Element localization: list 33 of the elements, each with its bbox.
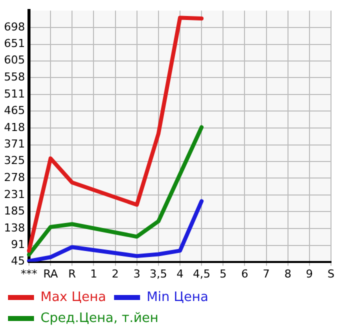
y-tick-label: 371 [4, 138, 25, 151]
y-tick-label: 231 [4, 188, 25, 201]
x-tick-label: 1 [90, 267, 98, 280]
x-tick-label: 3 [133, 267, 140, 280]
y-tick-label: 558 [4, 70, 25, 84]
x-tick-label: S [328, 267, 335, 280]
x-tick-label: 3,5 [150, 267, 168, 280]
y-tick-label: 91 [10, 238, 25, 252]
legend-label: Min Цена [146, 290, 208, 305]
x-tick-label: RA [43, 267, 58, 280]
y-tick-label: 418 [4, 120, 25, 134]
y-tick-label: 185 [4, 204, 25, 218]
x-tick-label: 4 [176, 267, 184, 280]
x-tick-label: R [68, 267, 76, 280]
y-tick-label: 511 [4, 87, 25, 100]
y-tick-label: 325 [4, 154, 25, 168]
y-tick-label: 138 [4, 221, 25, 234]
x-tick-label: 6 [241, 267, 248, 280]
legend-label: Max Цена [40, 290, 106, 305]
x-tick-label: 7 [262, 267, 270, 280]
y-tick-label: 465 [4, 104, 25, 117]
x-tick-label: *** [20, 267, 38, 280]
y-tick-label: 605 [4, 54, 25, 67]
y-tick-label: 45 [10, 254, 25, 268]
legend-label: Сред.Цена, т.йен [40, 310, 158, 326]
x-tick-label: 4,5 [192, 267, 210, 280]
x-tick-label: 5 [220, 267, 227, 280]
x-tick-label: 2 [112, 267, 119, 280]
x-tick-label: 9 [306, 267, 313, 280]
x-tick-label: 8 [284, 267, 292, 280]
y-tick-label: 278 [4, 171, 25, 184]
y-tick-label: 651 [4, 37, 25, 50]
y-tick-label: 698 [4, 20, 25, 34]
